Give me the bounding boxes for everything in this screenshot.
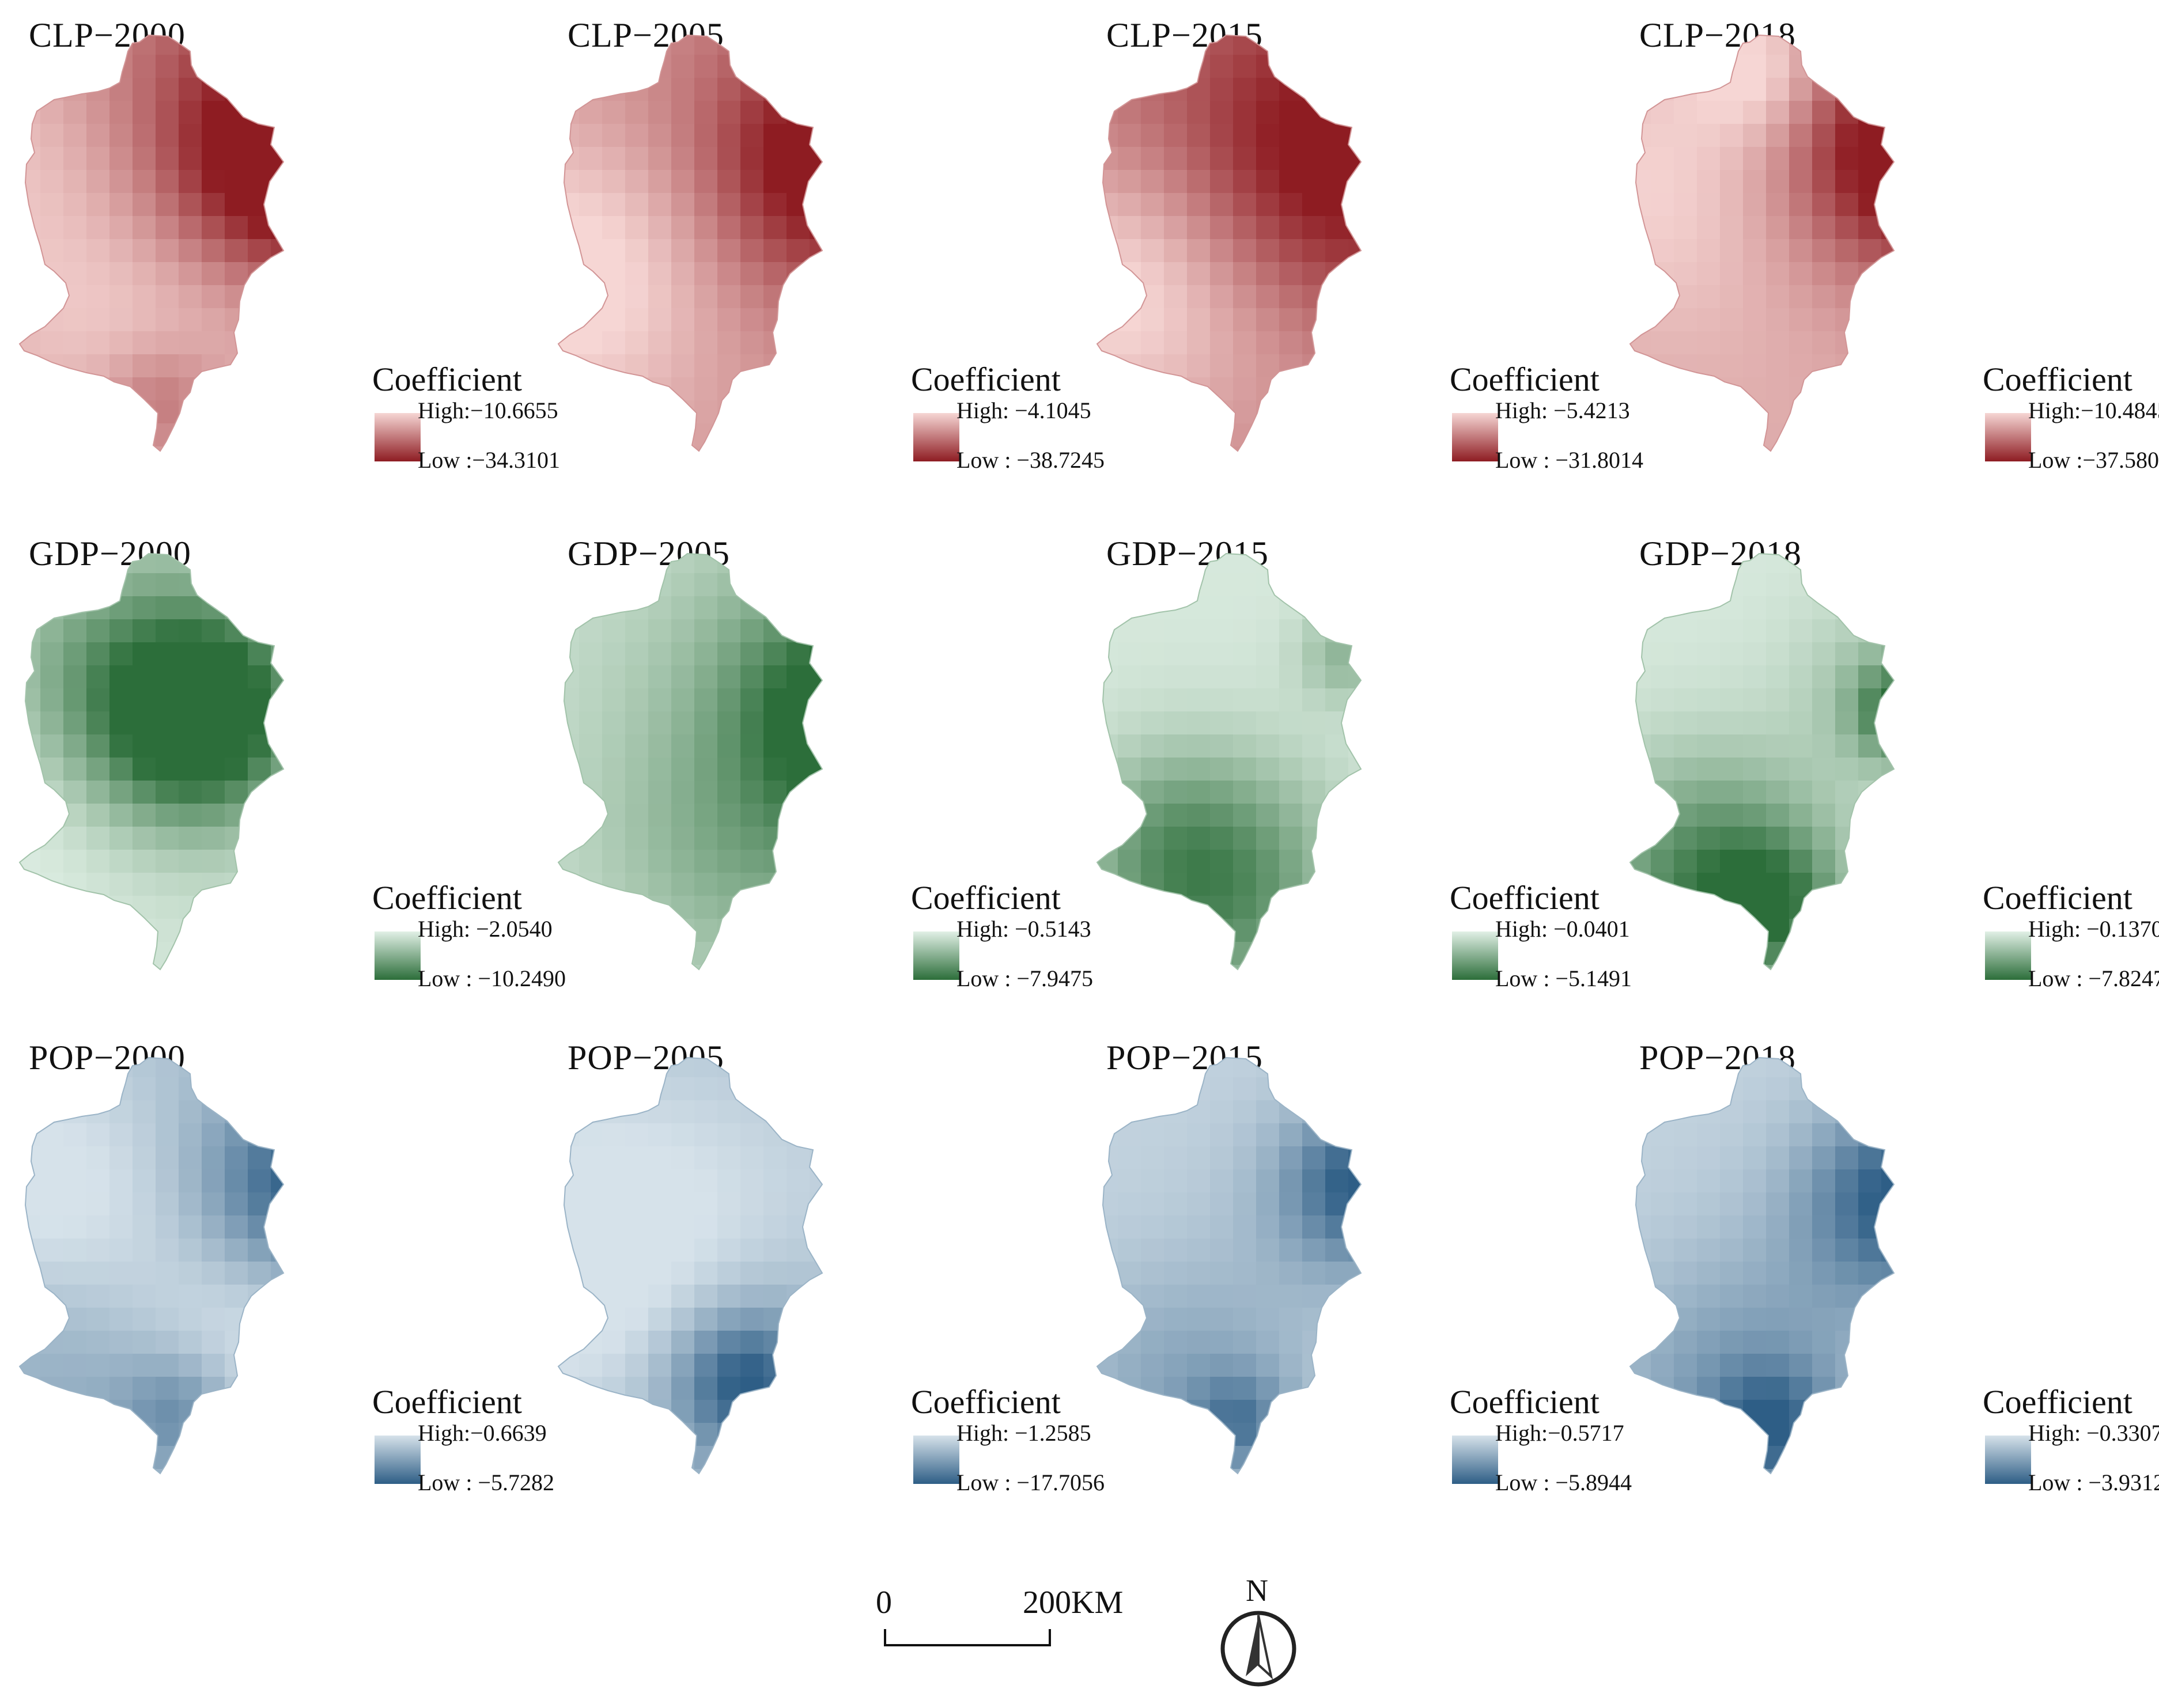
legend: Coefficient High: −2.0540 Low : −10.2490 <box>363 878 566 1022</box>
map-panel-pop2015: POP−2015 Coefficient High:−0.5717 Low : −5.… <box>1095 1031 1634 1550</box>
map-panel-gdp2005: GDP−2005 Coefficient High: −0.5143 Low : −7… <box>556 527 1095 1046</box>
legend: Coefficient High: −0.0401 Low : −5.1491 <box>1440 878 1632 1022</box>
choropleth-map <box>18 34 285 452</box>
legend: Coefficient High: −0.1370 Low : −7.8247 <box>1973 878 2159 1022</box>
legend-color-ramp <box>1452 413 1498 461</box>
choropleth-map <box>557 34 823 452</box>
choropleth-map <box>1096 1056 1362 1475</box>
legend-title: Coefficient <box>1983 1383 2132 1421</box>
choropleth-map <box>557 552 823 971</box>
legend-color-ramp <box>913 413 959 461</box>
legend-title: Coefficient <box>911 361 1061 398</box>
map-panel-pop2018: POP−2018 Coefficient High: −0.3307 Low : −3… <box>1628 1031 2159 1550</box>
legend-color-ramp <box>913 1436 959 1484</box>
legend-low-value: Low : −7.8247 <box>2028 965 2159 991</box>
legend-color-ramp <box>913 931 959 980</box>
scale-bar-zero-label: 0 <box>876 1585 892 1620</box>
choropleth-map <box>1096 552 1362 971</box>
map-panel-clp2000: CLP−2000 Coefficient High:−10.6655 Low :−34… <box>17 9 560 527</box>
north-arrow: N <box>1216 1573 1302 1705</box>
choropleth-map <box>1629 1056 1895 1475</box>
legend-low-value: Low :−37.5808 <box>2028 447 2159 473</box>
legend-low-value: Low : −10.2490 <box>418 965 566 991</box>
legend-high-value: High: −4.1045 <box>956 397 1091 423</box>
legend: Coefficient High: −1.2585 Low : −17.7056 <box>902 1383 1105 1527</box>
legend: Coefficient High: −0.3307 Low : −3.9312 <box>1973 1383 2159 1527</box>
legend: Coefficient High:−10.4845 Low :−37.5808 <box>1973 360 2159 504</box>
map-panel-gdp2018: GDP−2018 Coefficient High: −0.1370 Low : −7… <box>1628 527 2159 1046</box>
map-panel-pop2000: POP−2000 Coefficient High:−0.6639 Low : −5.… <box>17 1031 557 1550</box>
legend-low-value: Low : −31.8014 <box>1495 447 1643 473</box>
legend: Coefficient High:−0.5717 Low : −5.8944 <box>1440 1383 1632 1527</box>
legend-high-value: High:−0.6639 <box>418 1420 547 1446</box>
north-label: N <box>1246 1573 1268 1608</box>
legend-low-value: Low : −38.7245 <box>956 447 1105 473</box>
legend-color-ramp <box>1452 931 1498 980</box>
legend: Coefficient High:−10.6655 Low :−34.3101 <box>363 360 560 504</box>
legend-high-value: High: −2.0540 <box>418 916 553 942</box>
legend: Coefficient High:−0.6639 Low : −5.7282 <box>363 1383 554 1527</box>
legend-high-value: High:−0.5717 <box>1495 1420 1624 1446</box>
legend-color-ramp <box>375 1436 421 1484</box>
legend-title: Coefficient <box>911 1383 1061 1421</box>
map-panel-pop2005: POP−2005 Coefficient High: −1.2585 Low : −1… <box>556 1031 1105 1550</box>
legend-title: Coefficient <box>1983 879 2132 917</box>
legend-high-value: High: −5.4213 <box>1495 397 1630 423</box>
legend-color-ramp <box>1985 931 2031 980</box>
legend-color-ramp <box>375 413 421 461</box>
legend-title: Coefficient <box>372 879 522 917</box>
legend-high-value: High:−10.4845 <box>2028 397 2159 423</box>
legend-title: Coefficient <box>1450 879 1600 917</box>
legend-low-value: Low : −17.7056 <box>956 1470 1105 1495</box>
legend-low-value: Low : −5.8944 <box>1495 1470 1632 1495</box>
legend: Coefficient High: −5.4213 Low : −31.8014 <box>1440 360 1643 504</box>
legend-color-ramp <box>1452 1436 1498 1484</box>
legend-low-value: Low :−34.3101 <box>418 447 560 473</box>
legend-color-ramp <box>1985 1436 2031 1484</box>
legend-low-value: Low : −7.9475 <box>956 965 1093 991</box>
legend-high-value: High: −0.5143 <box>956 916 1091 942</box>
legend: Coefficient High: −0.5143 Low : −7.9475 <box>902 878 1093 1022</box>
legend-high-value: High:−10.6655 <box>418 397 558 423</box>
north-arrow-icon <box>1220 1611 1296 1687</box>
legend-color-ramp <box>375 931 421 980</box>
legend-title: Coefficient <box>372 1383 522 1421</box>
scale-bar: 0 200KM <box>876 1584 1129 1682</box>
legend-high-value: High: −1.2585 <box>956 1420 1091 1446</box>
legend-high-value: High: −0.1370 <box>2028 916 2159 942</box>
scale-bar-distance-label: 200KM <box>1023 1585 1124 1620</box>
legend-low-value: Low : −5.7282 <box>418 1470 554 1495</box>
choropleth-map <box>1096 34 1362 452</box>
map-panel-clp2018: CLP−2018 Coefficient High:−10.4845 Low :−37… <box>1628 9 2159 527</box>
legend-title: Coefficient <box>911 879 1061 917</box>
map-panel-clp2005: CLP−2005 Coefficient High: −4.1045 Low : −3… <box>556 9 1105 527</box>
legend-title: Coefficient <box>1450 1383 1600 1421</box>
legend-high-value: High: −0.0401 <box>1495 916 1630 942</box>
legend-high-value: High: −0.3307 <box>2028 1420 2159 1446</box>
choropleth-map <box>1629 34 1895 452</box>
choropleth-map <box>557 1056 823 1475</box>
legend-title: Coefficient <box>1450 361 1600 398</box>
choropleth-map <box>18 1056 285 1475</box>
choropleth-map <box>1629 552 1895 971</box>
legend-color-ramp <box>1985 413 2031 461</box>
map-panel-gdp2015: GDP−2015 Coefficient High: −0.0401 Low : −5… <box>1095 527 1634 1046</box>
map-panel-gdp2000: GDP−2000 Coefficient High: −2.0540 Low : −1… <box>17 527 566 1046</box>
scale-bar-line <box>884 1629 1051 1646</box>
choropleth-map <box>18 552 285 971</box>
legend-title: Coefficient <box>1983 361 2132 398</box>
legend-title: Coefficient <box>372 361 522 398</box>
legend-low-value: Low : −5.1491 <box>1495 965 1632 991</box>
map-panel-clp2015: CLP−2015 Coefficient High: −5.4213 Low : −3… <box>1095 9 1643 527</box>
legend: Coefficient High: −4.1045 Low : −38.7245 <box>902 360 1105 504</box>
legend-low-value: Low : −3.9312 <box>2028 1470 2159 1495</box>
